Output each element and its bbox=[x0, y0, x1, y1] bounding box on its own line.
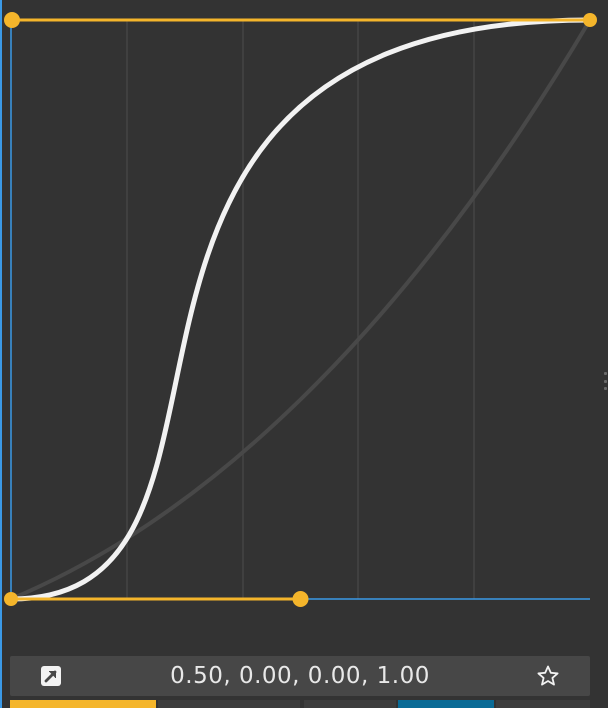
star-icon[interactable] bbox=[536, 664, 560, 688]
resize-grip[interactable] bbox=[604, 372, 608, 390]
preset-2[interactable] bbox=[158, 700, 300, 708]
panel-left-border bbox=[0, 0, 2, 708]
preset-1[interactable] bbox=[10, 700, 156, 708]
control-point-2[interactable] bbox=[4, 12, 20, 28]
reference-curve bbox=[10, 18, 592, 601]
preset-strip bbox=[10, 700, 590, 708]
arrow-up-right-icon[interactable] bbox=[40, 665, 62, 687]
preset-3[interactable] bbox=[304, 700, 396, 708]
easing-curve bbox=[8, 17, 593, 602]
preset-4[interactable] bbox=[398, 700, 494, 708]
control-point-1[interactable] bbox=[292, 591, 309, 607]
bezier-value-text[interactable]: 0.50, 0.00, 0.00, 1.00 bbox=[170, 663, 430, 689]
anchor-point-end[interactable] bbox=[583, 13, 597, 27]
preset-5[interactable] bbox=[496, 700, 590, 708]
bezier-value-bar: 0.50, 0.00, 0.00, 1.00 bbox=[10, 656, 590, 696]
grid-lines bbox=[126, 20, 475, 599]
anchor-point-start[interactable] bbox=[4, 592, 18, 606]
curve-canvas[interactable] bbox=[0, 0, 608, 640]
